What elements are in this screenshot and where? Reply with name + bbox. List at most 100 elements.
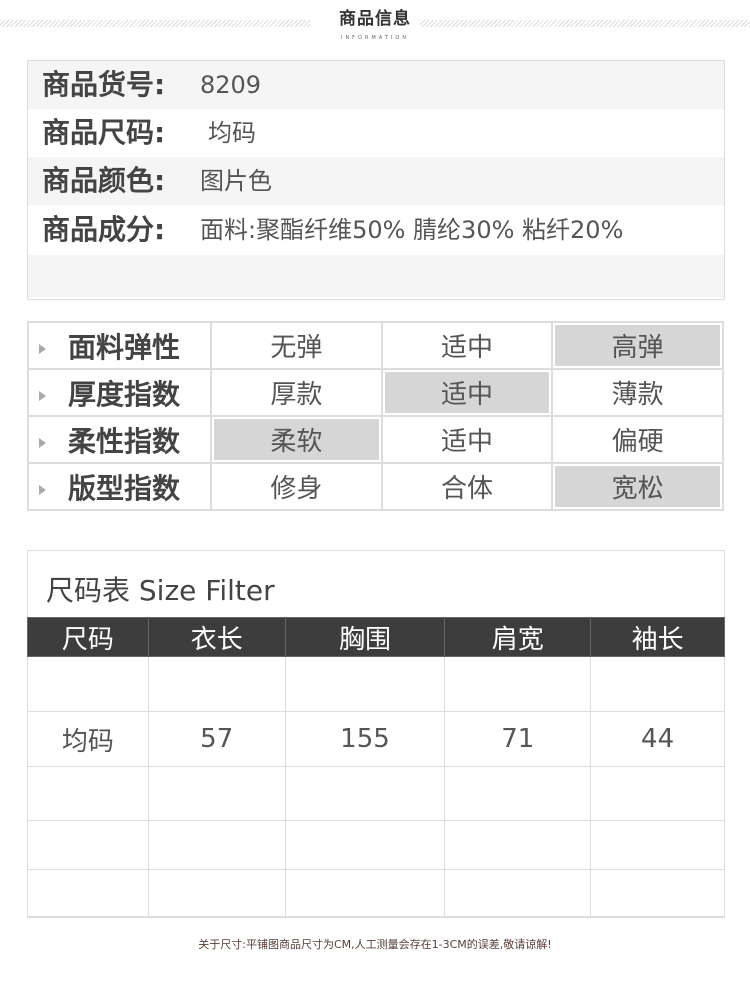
size-cell xyxy=(147,656,286,712)
option-text: 合体 xyxy=(440,474,493,504)
size-header-cell: 尺码 xyxy=(27,617,149,657)
size-cell: 57 xyxy=(147,711,286,767)
size-cell: 均码 xyxy=(27,711,149,767)
size-cell: 71 xyxy=(444,711,592,767)
info-row: 商品尺码: 均码 xyxy=(28,109,724,157)
size-cell xyxy=(444,869,592,918)
attribute-option: 偏硬 xyxy=(551,415,724,464)
size-row xyxy=(27,656,725,712)
size-header-row: 尺码 衣长 胸围 肩宽 袖长 xyxy=(27,617,725,657)
size-cell xyxy=(284,820,446,870)
section-subtitle: INFORMATION xyxy=(340,35,410,41)
size-header-cell: 胸围 xyxy=(284,617,446,657)
size-row xyxy=(27,820,725,870)
size-header-cell: 肩宽 xyxy=(444,617,592,657)
info-label: 商品货号: xyxy=(42,68,166,101)
size-table: 尺码 衣长 胸围 肩宽 袖长均码 57 155 71 44 xyxy=(27,617,725,918)
triangle-right-icon xyxy=(39,437,46,448)
attribute-label: 面料弹性 xyxy=(27,321,212,370)
product-info-box: 商品货号: 8209 商品尺码: 均码 商品颜色: 图片色 商品成分: 面料:聚酯纤维5… xyxy=(27,60,725,300)
size-cell xyxy=(284,869,446,918)
attribute-option: 薄款 xyxy=(551,368,724,417)
info-label: 商品成分: xyxy=(42,213,166,246)
attribute-name: 柔性指数 xyxy=(68,424,181,458)
info-row: 商品货号: 8209 xyxy=(28,61,724,109)
size-cell xyxy=(147,820,286,870)
triangle-right-icon xyxy=(39,390,46,401)
size-cell xyxy=(27,766,149,821)
triangle-right-icon xyxy=(39,484,46,495)
size-row: 均码 57 155 71 44 xyxy=(27,711,725,767)
attribute-option: 厚款 xyxy=(210,368,383,417)
attribute-name: 版型指数 xyxy=(68,471,181,505)
size-cell xyxy=(590,820,725,870)
attribute-row: 面料弹性 无弹 适中 高弹 xyxy=(27,321,724,370)
size-chart: 尺码表 Size Filter 尺码 衣长 胸围 肩宽 袖长均码 57 155 71 44 xyxy=(27,550,725,918)
option-text: 高弹 xyxy=(555,325,720,366)
divider-left xyxy=(0,20,310,27)
section-header: 商品信息 INFORMATION xyxy=(0,0,750,45)
size-cell xyxy=(444,820,592,870)
info-row: 商品成分: 面料:聚酯纤维50% 腈纶30% 粘纤20% xyxy=(28,205,724,255)
attribute-option: 修身 xyxy=(210,462,383,511)
attribute-name: 面料弹性 xyxy=(68,330,181,364)
size-cell xyxy=(590,656,725,712)
attribute-name: 厚度指数 xyxy=(68,377,181,411)
info-value: 面料:聚酯纤维50% 腈纶30% 粘纤20% xyxy=(200,216,624,244)
size-cell xyxy=(590,869,725,918)
option-text: 薄款 xyxy=(611,380,664,410)
attribute-table: 面料弹性 无弹 适中 高弹 厚度指数 厚款 适中 薄款 柔性指数 柔软 适中 偏硬 版型指数 修身 合体 宽松 xyxy=(27,321,724,511)
divider-right xyxy=(420,20,750,27)
info-row xyxy=(28,255,724,297)
size-row xyxy=(27,869,725,918)
option-text: 适中 xyxy=(440,333,493,363)
option-text: 适中 xyxy=(384,372,550,413)
size-cell xyxy=(284,766,446,821)
size-cell xyxy=(27,869,149,918)
size-header-cell: 袖长 xyxy=(590,617,725,657)
option-text: 宽松 xyxy=(555,466,720,507)
option-text: 无弹 xyxy=(270,333,323,363)
attribute-option-selected: 高弹 xyxy=(551,321,724,370)
attribute-option: 适中 xyxy=(380,415,554,464)
attribute-label: 版型指数 xyxy=(27,462,212,511)
attribute-option-selected: 适中 xyxy=(380,368,554,417)
attribute-option: 合体 xyxy=(380,462,554,511)
option-text: 偏硬 xyxy=(611,427,664,457)
size-cell: 44 xyxy=(590,711,725,767)
attribute-option: 适中 xyxy=(380,321,554,370)
attribute-label: 厚度指数 xyxy=(27,368,212,417)
info-row: 商品颜色: 图片色 xyxy=(28,157,724,205)
size-cell xyxy=(147,869,286,918)
size-row xyxy=(27,766,725,821)
option-text: 修身 xyxy=(270,474,323,504)
size-cell xyxy=(590,766,725,821)
triangle-right-icon xyxy=(39,343,46,354)
footer-note: 关于尺寸:平铺图商品尺寸为CM,人工测量会存在1-3CM的误差,敬请谅解! xyxy=(198,938,552,951)
size-cell xyxy=(444,766,592,821)
info-label: 商品尺码: xyxy=(42,116,166,149)
section-title: 商品信息 xyxy=(339,9,411,29)
size-cell xyxy=(284,656,446,712)
size-cell xyxy=(27,820,149,870)
attribute-row: 柔性指数 柔软 适中 偏硬 xyxy=(27,415,724,464)
info-label: 商品颜色: xyxy=(42,164,166,197)
size-cell xyxy=(147,766,286,821)
option-text: 柔软 xyxy=(214,419,379,460)
attribute-option-selected: 宽松 xyxy=(551,462,724,511)
info-value: 8209 xyxy=(200,71,262,99)
size-chart-title: 尺码表 Size Filter xyxy=(46,574,275,607)
size-cell xyxy=(444,656,592,712)
option-text: 厚款 xyxy=(270,380,323,410)
size-cell: 155 xyxy=(284,711,446,767)
attribute-row: 厚度指数 厚款 适中 薄款 xyxy=(27,368,724,417)
option-text: 适中 xyxy=(440,427,493,457)
info-value: 图片色 xyxy=(200,167,272,195)
attribute-option: 无弹 xyxy=(210,321,383,370)
attribute-row: 版型指数 修身 合体 宽松 xyxy=(27,462,724,511)
size-header-cell: 衣长 xyxy=(147,617,286,657)
attribute-label: 柔性指数 xyxy=(27,415,212,464)
size-cell xyxy=(27,656,149,712)
info-value: 均码 xyxy=(208,119,256,147)
attribute-option-selected: 柔软 xyxy=(210,415,383,464)
